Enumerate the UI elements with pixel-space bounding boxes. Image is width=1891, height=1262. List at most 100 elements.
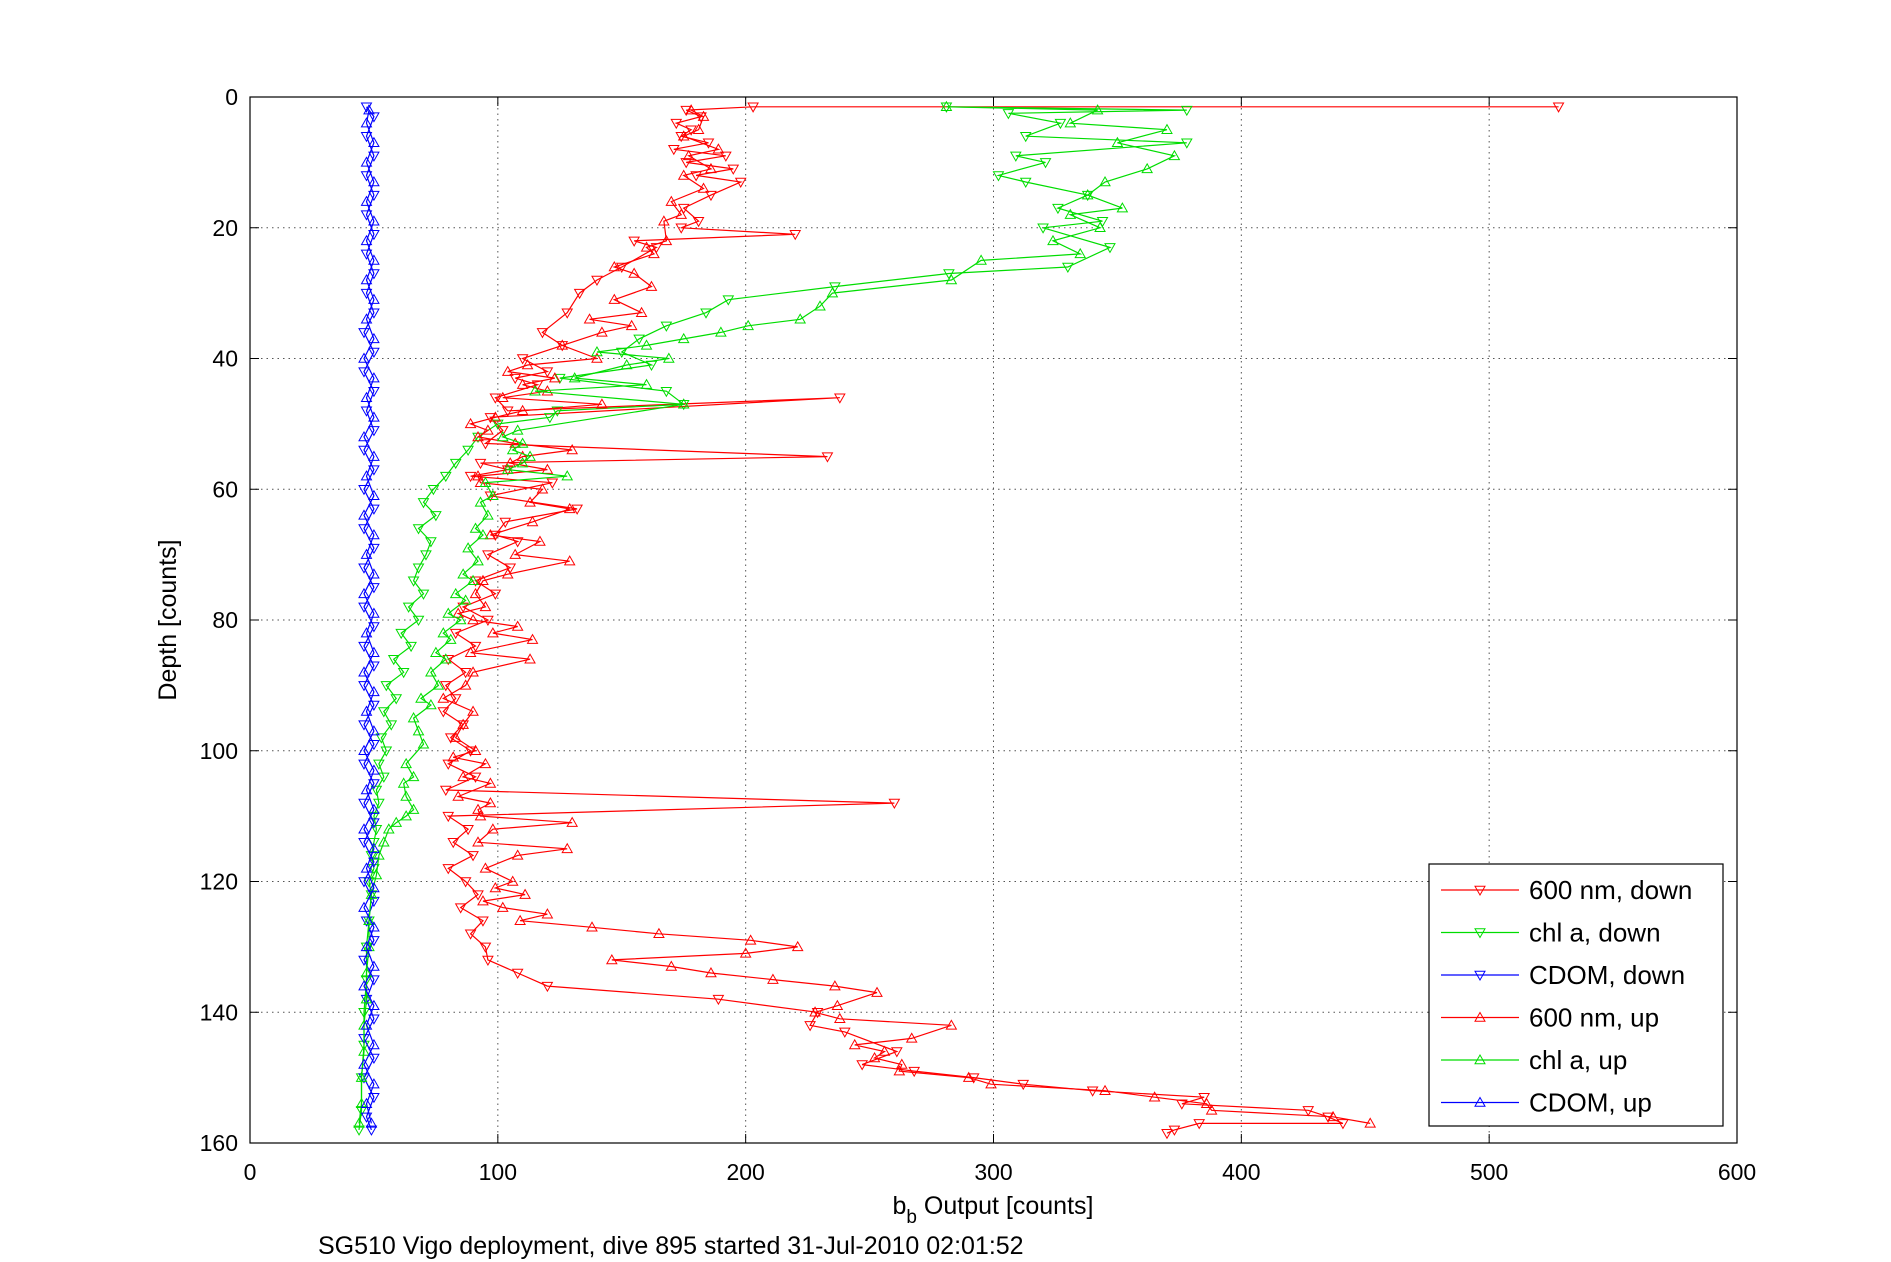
data-point [514, 914, 526, 925]
data-point [368, 529, 380, 540]
data-point [449, 458, 462, 470]
data-point [1061, 262, 1074, 273]
data-point [1327, 1110, 1339, 1122]
data-point [509, 373, 522, 385]
data-point [407, 803, 420, 814]
data-point [524, 450, 536, 461]
data-point [501, 463, 514, 474]
data-point [469, 522, 482, 533]
data-point [449, 731, 462, 742]
data-point [563, 502, 576, 514]
data-point [628, 236, 641, 247]
data-point [368, 685, 380, 697]
legend-swatch-marker [1474, 1096, 1486, 1107]
data-point [541, 908, 554, 919]
ticks: 0 100 200 300 400 500 600 0 20 40 60 80 100 120 140 160 [200, 84, 1757, 1185]
data-point [368, 725, 380, 736]
data-point [360, 705, 373, 716]
data-point [360, 274, 373, 285]
data-point [1019, 177, 1032, 188]
data-point [358, 352, 370, 363]
data-point [1002, 109, 1015, 120]
data-point [675, 223, 688, 234]
data-point [360, 993, 373, 1004]
data-point [563, 555, 576, 566]
data-point [368, 465, 380, 476]
data-point [469, 744, 482, 755]
data-point [501, 406, 514, 417]
data-point [397, 777, 410, 788]
data-point [447, 751, 460, 762]
data-point [368, 1092, 380, 1104]
data-point [479, 476, 492, 487]
data-point [353, 1117, 365, 1128]
data-point [368, 489, 380, 501]
data-point [484, 777, 497, 788]
data-point [368, 607, 380, 618]
legend-swatch-marker [1474, 970, 1486, 982]
data-point [670, 118, 683, 130]
data-point [420, 550, 432, 561]
data-point [747, 102, 759, 113]
data-point [596, 398, 608, 409]
data-point [397, 668, 410, 679]
data-point [412, 725, 425, 736]
x-axis-label-rest: Output [counts] [917, 1192, 1094, 1220]
data-point [1052, 203, 1064, 215]
data-point [524, 496, 536, 507]
data-point [712, 143, 725, 154]
data-point [390, 816, 403, 827]
data-point [360, 470, 373, 481]
data-point [712, 994, 725, 1006]
data-point [368, 779, 380, 790]
data-point [596, 326, 608, 337]
data-point [368, 764, 380, 775]
legend-entry: 600 nm, down [1441, 875, 1692, 905]
data-point [660, 234, 673, 246]
data-point [496, 430, 509, 442]
data-point [368, 230, 380, 241]
data-point [358, 1045, 370, 1056]
data-point [368, 411, 380, 422]
data-point [472, 430, 484, 442]
data-point [489, 882, 502, 893]
data-point [1104, 243, 1116, 254]
grid [250, 97, 1737, 1143]
x-axis-label: bb Output [counts] [893, 1192, 1094, 1228]
data-point [516, 450, 529, 461]
data-point [368, 622, 380, 633]
data-point [360, 210, 373, 221]
data-point [412, 615, 425, 627]
data-point [464, 646, 477, 657]
data-point [1302, 1106, 1315, 1117]
data-point [360, 234, 373, 246]
data-point [482, 615, 494, 627]
data-point [571, 504, 584, 515]
data-point [645, 280, 658, 291]
data-point [365, 1125, 378, 1136]
data-point [1141, 162, 1154, 174]
data-point [838, 1027, 851, 1038]
data-point [368, 175, 380, 187]
data-point [375, 733, 388, 744]
data-point [633, 334, 645, 345]
data-point [454, 903, 467, 914]
data-point [945, 1019, 958, 1030]
data-point [425, 698, 437, 710]
data-point [358, 524, 370, 535]
data-point [541, 463, 554, 474]
data-point [1364, 1117, 1377, 1128]
data-point [368, 896, 380, 908]
data-point [430, 646, 442, 657]
data-point [1086, 1086, 1099, 1097]
data-point [417, 738, 430, 749]
data-point [1322, 1112, 1334, 1123]
data-point [556, 339, 569, 350]
data-point [501, 568, 514, 579]
caption: SG510 Vigo deployment, dive 895 started … [318, 1232, 1024, 1260]
data-point [368, 543, 380, 555]
data-point [1047, 234, 1059, 246]
legend-entry: 600 nm, up [1441, 1003, 1659, 1033]
data-point [826, 287, 839, 298]
data-point [358, 641, 370, 653]
